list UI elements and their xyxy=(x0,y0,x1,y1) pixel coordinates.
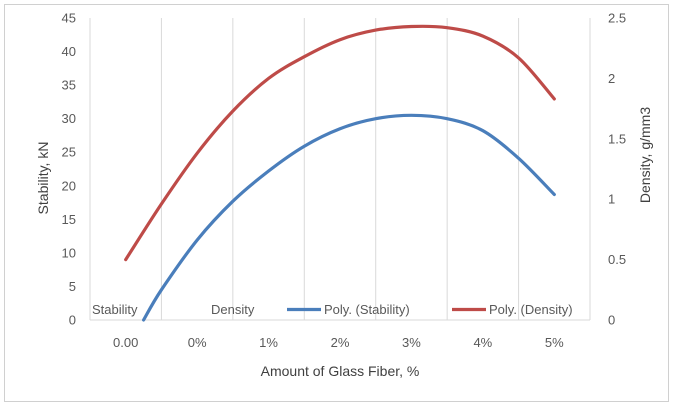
legend-item: Stability xyxy=(92,302,138,317)
y-axis-ticks: 0 5 10 15 20 25 30 35 40 45 xyxy=(62,11,76,328)
x-axis-title: Amount of Glass Fiber, % xyxy=(261,363,420,379)
series-line-poly-stability xyxy=(142,113,556,322)
legend-item: Poly. (Stability) xyxy=(324,302,410,317)
x-tick-label: 2% xyxy=(331,335,350,350)
y-tick-label: 30 xyxy=(62,111,76,126)
y-tick-label: 15 xyxy=(62,212,76,227)
legend: Stability Density Poly. (Stability) Poly. (… xyxy=(92,302,573,317)
x-axis-ticks: 0.00 0% 1% 2% 3% 4% 5% xyxy=(113,335,564,350)
legend-item: Poly. (Density) xyxy=(489,302,573,317)
legend-item: Density xyxy=(211,302,255,317)
y-tick-label: 40 xyxy=(62,44,76,59)
y2-axis-ticks: 0 0.5 1 1.5 2 2.5 xyxy=(608,11,626,328)
x-tick-label: 5% xyxy=(545,335,564,350)
y2-tick-label: 1 xyxy=(608,192,615,207)
y-tick-label: 20 xyxy=(62,178,76,193)
y-tick-label: 5 xyxy=(69,279,76,294)
x-tick-label: 0.00 xyxy=(113,335,138,350)
y2-tick-label: 2.5 xyxy=(608,11,626,26)
series-layer xyxy=(124,24,556,322)
y-tick-label: 25 xyxy=(62,145,76,160)
x-tick-label: 1% xyxy=(259,335,278,350)
y2-tick-label: 0 xyxy=(608,313,615,328)
y2-tick-label: 0.5 xyxy=(608,252,626,267)
series-line-poly-density xyxy=(124,24,556,262)
y-tick-label: 0 xyxy=(69,313,76,328)
y-axis-title: Stability, kN xyxy=(35,142,51,215)
y-tick-label: 35 xyxy=(62,78,76,93)
x-tick-label: 3% xyxy=(402,335,421,350)
grid xyxy=(89,18,591,320)
chart-frame xyxy=(4,4,669,402)
y-tick-label: 45 xyxy=(62,11,76,26)
y2-axis-title: Density, g/mm3 xyxy=(637,107,653,203)
y-tick-label: 10 xyxy=(62,245,76,260)
y2-tick-label: 2 xyxy=(608,71,615,86)
x-tick-label: 0% xyxy=(188,335,207,350)
y2-tick-label: 1.5 xyxy=(608,131,626,146)
x-tick-label: 4% xyxy=(473,335,492,350)
